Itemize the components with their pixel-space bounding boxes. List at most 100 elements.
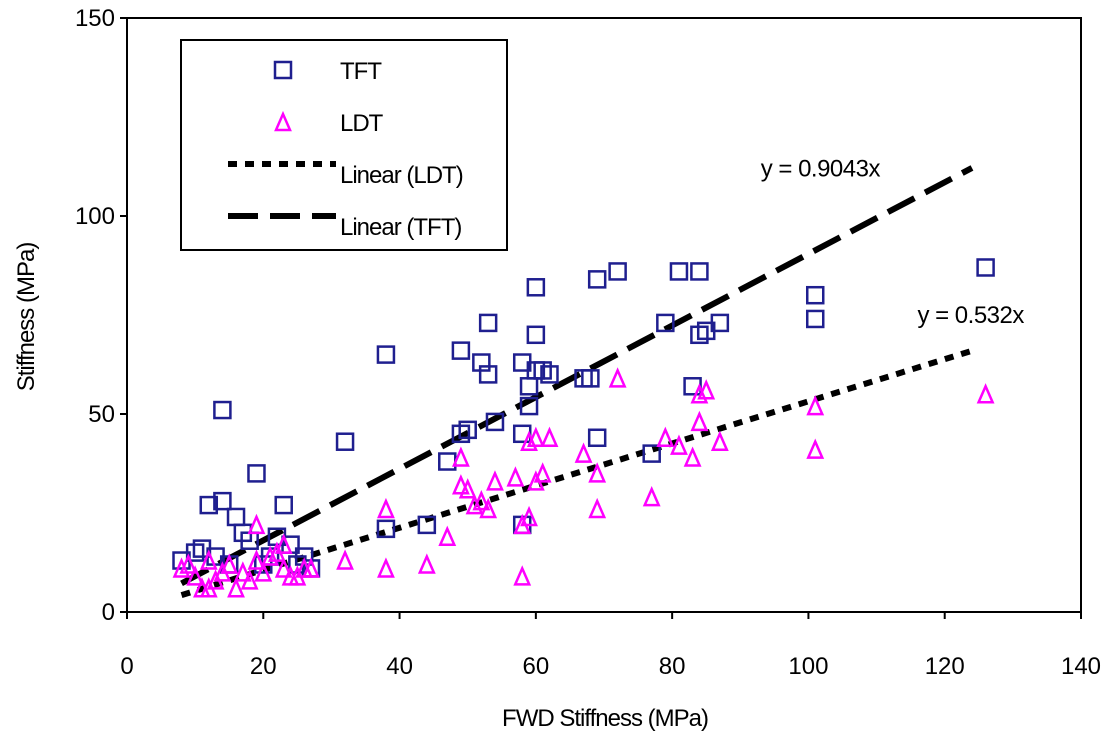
tft-point-21 [376, 519, 396, 539]
tft-point-41 [540, 365, 559, 384]
x-tick-label-7: 140 [1061, 653, 1101, 680]
legend-marker-ldt [274, 110, 292, 132]
ldt-point-11 [240, 569, 259, 590]
tft-point-56 [805, 309, 825, 329]
ldt-point-9 [227, 577, 245, 598]
ldt-point-57 [806, 438, 825, 459]
ldt-point-35 [506, 466, 525, 487]
ldt-point-42 [533, 462, 552, 483]
tft-point-22 [376, 345, 396, 364]
ldt-point-51 [683, 446, 702, 467]
ldt-point-55 [710, 430, 729, 451]
legend-label-0: TFT [340, 58, 382, 85]
ldt-point-14 [254, 561, 273, 582]
y-tick-label-2: 100 [75, 203, 115, 230]
ldt-point-36 [513, 565, 532, 586]
tft-point-15 [274, 495, 293, 515]
ldt-point-56 [806, 394, 825, 416]
x-tick-label-5: 100 [788, 653, 828, 680]
ldt-point-10 [233, 561, 252, 582]
tft-point-46 [608, 262, 627, 281]
tft-point-23 [417, 515, 437, 535]
ldt-point-58 [976, 383, 995, 404]
ldt-point-26 [417, 553, 436, 574]
ldt-point-8 [220, 553, 239, 574]
ldt-point-47 [608, 367, 627, 388]
ldt-point-33 [479, 497, 498, 519]
x-tick-label-0: 0 [120, 653, 133, 680]
trend-equation-dashed: y = 0.9043x [761, 155, 881, 182]
ldt-point-13 [247, 513, 266, 535]
ldt-point-4 [199, 549, 218, 570]
tft-point-44 [587, 270, 607, 289]
ldt-point-30 [458, 478, 477, 499]
tft-point-38 [526, 325, 546, 345]
ldt-point-28 [451, 446, 470, 467]
tft-point-47 [642, 444, 661, 463]
tft-point-5 [213, 400, 232, 420]
legend-label-3: Linear (TFT) [340, 214, 461, 241]
trend-equation-dotted: y = 0.532x [917, 302, 1024, 329]
ldt-point-17 [274, 533, 293, 554]
tft-point-45 [587, 428, 607, 448]
tft-point-27 [458, 420, 477, 440]
tft-point-55 [805, 285, 825, 305]
tft-point-35 [519, 377, 539, 396]
y-tick-label-3: 150 [75, 5, 115, 32]
axes: 0 20 40 60 80 100 120 140 0 50 100 150 [75, 5, 1101, 680]
ldt-point-12 [247, 549, 266, 570]
tft-point-51 [690, 262, 709, 281]
ldt-point-38 [520, 505, 538, 527]
ldt-point-15 [261, 545, 280, 566]
x-tick-label-6: 120 [925, 653, 965, 680]
ldt-point-52 [690, 410, 709, 432]
ldt-point-50 [670, 434, 688, 455]
tft-point-24 [438, 452, 457, 471]
axis-labels: FWD Stiffness (MPa) Stiffness (MPa) [13, 243, 709, 732]
ldt-point-24 [377, 557, 395, 578]
ldt-point-34 [486, 470, 504, 491]
ldt-point-44 [574, 442, 593, 463]
tft-point-3 [199, 495, 219, 515]
tft-point-48 [656, 313, 675, 333]
x-tick-label-2: 40 [386, 653, 413, 680]
ldt-point-23 [336, 549, 354, 570]
plot-frame [126, 17, 1082, 613]
legend-label-2: Linear (LDT) [340, 162, 463, 189]
tft-point-26 [451, 341, 471, 360]
ldt-point-53 [690, 383, 709, 404]
x-axis-title: FWD Stiffness (MPa) [502, 705, 708, 732]
ldt-point-46 [588, 462, 607, 483]
ldt-point-39 [520, 430, 538, 451]
y-axis-title: Stiffness (MPa) [13, 243, 40, 392]
tft-point-29 [478, 313, 498, 333]
ldt-point-25 [377, 497, 395, 519]
ldt-point-54 [697, 379, 716, 400]
x-tick-label-1: 20 [250, 653, 277, 680]
tft-point-31 [485, 412, 505, 432]
x-tick-label-4: 80 [659, 653, 686, 680]
tft-point-11 [247, 464, 266, 483]
ldt-point-29 [451, 474, 470, 495]
tft-point-8 [226, 507, 246, 527]
plot-area: y = 0.532x y = 0.9043x [172, 155, 1025, 599]
y-tick-label-0: 0 [102, 599, 115, 626]
ldt-point-32 [472, 490, 491, 511]
ldt-point-45 [588, 497, 607, 519]
ldt-point-2 [186, 565, 205, 586]
tft-point-49 [669, 262, 689, 281]
tft-point-6 [213, 491, 232, 511]
ldt-point-27 [438, 525, 457, 547]
ldt-point-31 [465, 493, 484, 515]
tft-point-30 [478, 365, 498, 384]
tft-point-36 [519, 396, 539, 416]
legend: TFT LDT Linear (LDT) Linear (TFT) [180, 39, 508, 251]
ldt-point-41 [526, 426, 545, 448]
legend-marker-tft [273, 60, 293, 80]
tft-point-54 [710, 313, 730, 333]
tft-point-43 [581, 369, 600, 388]
ldt-point-49 [656, 426, 675, 448]
ldt-point-1 [179, 553, 198, 574]
tft-point-20 [335, 432, 355, 451]
